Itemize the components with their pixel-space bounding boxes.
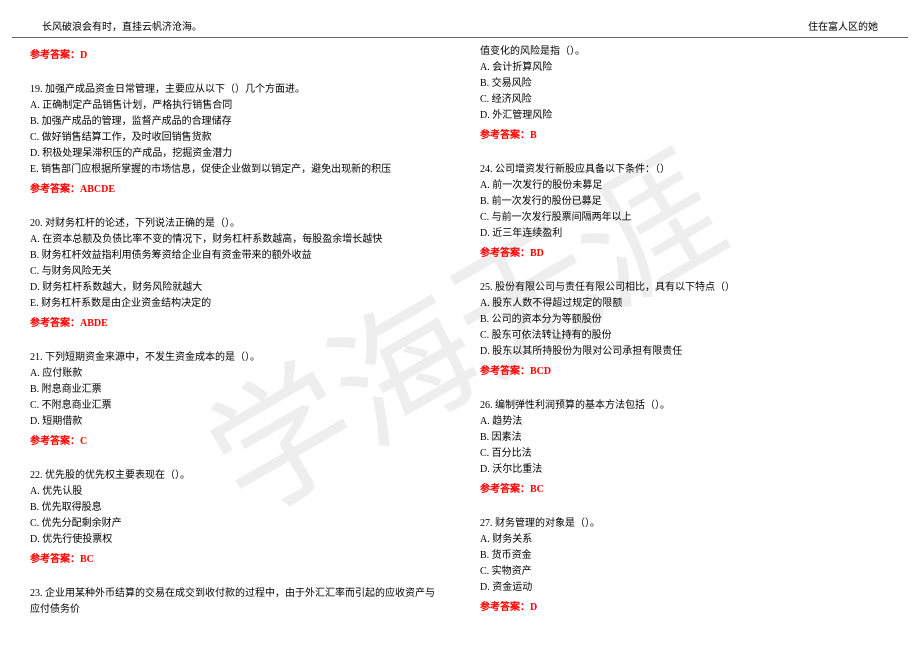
answer-22: 参考答案：BC bbox=[30, 552, 440, 568]
question-25: 25. 股份有限公司与责任有限公司相比，具有以下特点（） A. 股东人数不得超过… bbox=[480, 280, 890, 380]
question-25-text: 25. 股份有限公司与责任有限公司相比，具有以下特点（） bbox=[480, 282, 735, 293]
q26-option-a: A. 趋势法 bbox=[480, 414, 890, 430]
question-23: 23. 企业用某种外币结算的交易在成交到收付款的过程中，由于外汇汇率而引起的应收… bbox=[30, 586, 440, 618]
question-23-continued: 值变化的风险是指（）。 A. 会计折算风险 B. 交易风险 C. 经济风险 D.… bbox=[480, 44, 890, 144]
answer-20: 参考答案：ABDE bbox=[30, 316, 440, 332]
q27-option-a: A. 财务关系 bbox=[480, 532, 890, 548]
q22-option-d: D. 优先行使投票权 bbox=[30, 532, 440, 548]
q21-option-d: D. 短期借款 bbox=[30, 414, 440, 430]
q20-option-b: B. 财务杠杆效益指利用债务筹资给企业自有资金带来的额外收益 bbox=[30, 248, 440, 264]
content-container: 参考答案：D 19. 加强产成品资金日常管理，主要应从以下（）几个方面进。 A.… bbox=[0, 38, 920, 636]
q26-option-d: D. 沃尔比重法 bbox=[480, 462, 890, 478]
q24-option-b: B. 前一次发行的股份已募足 bbox=[480, 194, 890, 210]
q23-option-b: B. 交易风险 bbox=[480, 76, 890, 92]
q24-option-a: A. 前一次发行的股份未募足 bbox=[480, 178, 890, 194]
question-24-text: 24. 公司增资发行新股应具备以下条件：（） bbox=[480, 164, 670, 175]
q27-option-b: B. 货币资金 bbox=[480, 548, 890, 564]
question-23-text: 23. 企业用某种外币结算的交易在成交到收付款的过程中，由于外汇汇率而引起的应收… bbox=[30, 588, 435, 615]
q25-option-c: C. 股东可依法转让持有的股份 bbox=[480, 328, 890, 344]
answer-25: 参考答案：BCD bbox=[480, 364, 890, 380]
q20-option-e: E. 财务杠杆系数是由企业资金结构决定的 bbox=[30, 296, 440, 312]
q19-option-b: B. 加强产成品的管理，监督产成品的合理储存 bbox=[30, 114, 440, 130]
answer-21: 参考答案：C bbox=[30, 434, 440, 450]
q22-option-a: A. 优先认股 bbox=[30, 484, 440, 500]
q19-option-d: D. 积极处理呆滞积压的产成品，挖掘资金潜力 bbox=[30, 146, 440, 162]
answer-24: 参考答案：BD bbox=[480, 246, 890, 262]
q21-option-a: A. 应付账款 bbox=[30, 366, 440, 382]
q25-option-d: D. 股东以其所持股份为限对公司承担有限责任 bbox=[480, 344, 890, 360]
q26-option-b: B. 因素法 bbox=[480, 430, 890, 446]
header-left-quote: 长风破浪会有时，直挂云帆济沧海。 bbox=[42, 18, 202, 33]
q20-option-d: D. 财务杠杆系数越大，财务风险就越大 bbox=[30, 280, 440, 296]
q23-option-d: D. 外汇管理风险 bbox=[480, 108, 890, 124]
q21-option-b: B. 附息商业汇票 bbox=[30, 382, 440, 398]
question-27: 27. 财务管理的对象是（）。 A. 财务关系 B. 货币资金 C. 实物资产 … bbox=[480, 516, 890, 616]
q23-option-c: C. 经济风险 bbox=[480, 92, 890, 108]
question-19-text: 19. 加强产成品资金日常管理，主要应从以下（）几个方面进。 bbox=[30, 84, 305, 95]
q22-option-b: B. 优先取得股息 bbox=[30, 500, 440, 516]
q19-option-a: A. 正确制定产品销售计划，严格执行销售合同 bbox=[30, 98, 440, 114]
answer-23: 参考答案：B bbox=[480, 128, 890, 144]
left-column: 参考答案：D 19. 加强产成品资金日常管理，主要应从以下（）几个方面进。 A.… bbox=[30, 44, 440, 636]
header-right-text: 住在富人区的她 bbox=[808, 18, 878, 33]
q23-option-a: A. 会计折算风险 bbox=[480, 60, 890, 76]
question-26-text: 26. 编制弹性利润预算的基本方法包括（）。 bbox=[480, 400, 670, 411]
q24-option-d: D. 近三年连续盈利 bbox=[480, 226, 890, 242]
q24-option-c: C. 与前一次发行股票间隔两年以上 bbox=[480, 210, 890, 226]
right-column: 值变化的风险是指（）。 A. 会计折算风险 B. 交易风险 C. 经济风险 D.… bbox=[480, 44, 890, 636]
answer-19: 参考答案：ABCDE bbox=[30, 182, 440, 198]
q20-option-c: C. 与财务风险无关 bbox=[30, 264, 440, 280]
q19-option-c: C. 做好销售结算工作，及时收回销售货款 bbox=[30, 130, 440, 146]
q26-option-c: C. 百分比法 bbox=[480, 446, 890, 462]
question-21-text: 21. 下列短期资金来源中，不发生资金成本的是（）。 bbox=[30, 352, 260, 363]
question-19: 19. 加强产成品资金日常管理，主要应从以下（）几个方面进。 A. 正确制定产品… bbox=[30, 82, 440, 198]
question-24: 24. 公司增资发行新股应具备以下条件：（） A. 前一次发行的股份未募足 B.… bbox=[480, 162, 890, 262]
answer-18: 参考答案：D bbox=[30, 48, 440, 64]
question-26: 26. 编制弹性利润预算的基本方法包括（）。 A. 趋势法 B. 因素法 C. … bbox=[480, 398, 890, 498]
question-23-cont-text: 值变化的风险是指（）。 bbox=[480, 46, 585, 57]
page-header: 长风破浪会有时，直挂云帆济沧海。 住在富人区的她 bbox=[12, 0, 908, 38]
question-21: 21. 下列短期资金来源中，不发生资金成本的是（）。 A. 应付账款 B. 附息… bbox=[30, 350, 440, 450]
q27-option-c: C. 实物资产 bbox=[480, 564, 890, 580]
question-22-text: 22. 优先股的优先权主要表现在（）。 bbox=[30, 470, 190, 481]
q20-option-a: A. 在资本总额及负债比率不变的情况下，财务杠杆系数越高，每股盈余增长越快 bbox=[30, 232, 440, 248]
question-22: 22. 优先股的优先权主要表现在（）。 A. 优先认股 B. 优先取得股息 C.… bbox=[30, 468, 440, 568]
q19-option-e: E. 销售部门应根据所掌握的市场信息，促使企业做到以销定产，避免出现新的积压 bbox=[30, 162, 440, 178]
answer-26: 参考答案：BC bbox=[480, 482, 890, 498]
q25-option-a: A. 股东人数不得超过规定的限额 bbox=[480, 296, 890, 312]
question-27-text: 27. 财务管理的对象是（）。 bbox=[480, 518, 600, 529]
q25-option-b: B. 公司的资本分为等额股份 bbox=[480, 312, 890, 328]
question-20: 20. 对财务杠杆的论述，下列说法正确的是（）。 A. 在资本总额及负债比率不变… bbox=[30, 216, 440, 332]
question-18-answer: 参考答案：D bbox=[30, 48, 440, 64]
q27-option-d: D. 资金运动 bbox=[480, 580, 890, 596]
q21-option-c: C. 不附息商业汇票 bbox=[30, 398, 440, 414]
q22-option-c: C. 优先分配剩余财产 bbox=[30, 516, 440, 532]
question-20-text: 20. 对财务杠杆的论述，下列说法正确的是（）。 bbox=[30, 218, 240, 229]
answer-27: 参考答案：D bbox=[480, 600, 890, 616]
